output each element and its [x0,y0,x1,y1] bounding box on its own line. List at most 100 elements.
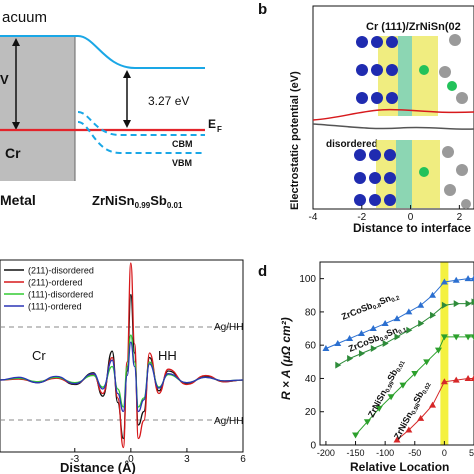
label-zrcosb08: ZrCoSb0.8Sn0.2 [340,290,401,324]
ref-label-top: Ag/HH [214,322,243,333]
panel-d-y-tick-label: 100 [299,274,316,285]
cbm-label: CBM [172,139,193,149]
data-point [334,340,342,347]
metal-name: Cr [5,145,21,161]
cbm-band [77,111,205,136]
legend-entry: (211)-ordered [28,278,82,288]
region-cr: Cr [32,348,46,363]
panel-b-title: Cr (111)/ZrNiSn(02 [366,21,461,33]
panel-b-x-tick-label: 2 [457,212,463,223]
panel-c-x-tick-label: 0 [128,454,134,465]
ref-label-bottom: Ag/HH [214,416,243,427]
data-point [399,382,407,389]
data-point [382,340,389,348]
series-line-2 [355,336,474,436]
panel-c: Ag/HH Ag/HH Cr HH (211)-disordered(211)-… [0,259,246,474]
panel-d-xlabel: Relative Location [350,460,449,474]
legend-entry: (111)-ordered [28,302,82,312]
panel-d-x-tick-label: -200 [317,448,335,458]
panel-d-x-tick-label: 0 [442,448,447,458]
arrow-head-icon [12,122,20,130]
structure-top [356,34,468,116]
arrow-head-icon [12,38,20,46]
data-point [406,326,413,334]
panel-c-legend: (211)-disordered (211)-ordered (111)-disor… [4,266,94,312]
panel-d-letter: d [258,263,267,280]
panel-c-x-tick-label: -3 [70,454,79,465]
data-point [452,334,460,341]
structure-bottom [354,140,471,209]
series-line-2 [0,334,244,408]
data-point [393,315,401,322]
data-point [417,414,425,421]
data-point [322,345,330,352]
data-point [393,436,401,443]
data-point [440,278,448,285]
data-point [394,333,401,341]
data-point [418,320,425,328]
vbm-label: VBM [172,158,192,168]
data-point [370,345,377,353]
data-point [465,300,472,308]
panel-d-x-tick-label: -100 [376,448,394,458]
data-point [381,320,389,327]
data-point [429,401,437,408]
panel-b-x-tick-label: 0 [408,212,414,223]
legend-entry: (211)-disordered [28,266,94,276]
data-point [440,378,448,385]
potential-ordered [312,108,474,121]
panel-d-y-tick-label: 40 [305,374,317,385]
data-point [405,308,413,315]
data-point [357,330,365,337]
panel-c-x-tick-label: 3 [184,454,190,465]
panel-d-x-tick-label: -150 [347,448,365,458]
panel-b-letter: b [258,1,267,18]
data-point [452,376,460,383]
data-point [417,301,425,308]
data-point [441,301,448,309]
panel-b-x-tick-label: -4 [309,212,318,223]
arrow-head-icon [123,120,131,128]
data-point [470,275,474,282]
data-point [464,374,472,381]
panel-d: d 0 20 40 60 80 100 -200 -150 -100 -50 0 50 Relati… [258,261,474,474]
panel-d-y-ticks: 0 20 40 60 80 100 [299,274,324,452]
panel-c-x-tick-label: 6 [240,454,246,465]
vbm-band [77,121,205,154]
fermi-subscript: F [217,125,222,134]
data-point [470,374,474,381]
data-point [434,347,442,354]
series-line-3 [0,341,244,413]
panel-c-x-ticks: -3 0 3 6 [70,448,246,465]
panel-d-x-tick-label: 50 [469,448,474,458]
panel-d-y-tick-label: 80 [305,307,317,318]
data-point [335,361,342,369]
panel-c-xlabel: Distance (Å) [60,460,136,474]
panel-b-ylabel: Electrostatic potential (eV) [289,71,301,210]
panel-b-xlabel: Distance to interface ( [353,221,474,235]
panel-b: b Cr (111)/ZrNiSn(02 disordered [258,1,474,235]
vacuum-label: acuum [2,9,47,26]
work-function-label: V [0,72,9,87]
data-point [375,405,383,412]
data-point [430,311,437,319]
panel-c-frame [0,259,244,453]
panel-d-ylabel: R × A (μΩ cm²) [279,317,293,400]
panel-d-x-ticks: -200 -150 -100 -50 0 50 [317,441,474,458]
data-point [352,432,360,439]
data-point [369,325,377,332]
data-point [429,291,437,298]
panel-c-series [0,262,244,449]
panel-d-y-tick-label: 20 [305,407,317,418]
annotation-disordered: disordered [326,139,378,150]
data-point [346,335,354,342]
label-zrnisn099: ZrNiSn0.99Sb0.01 [366,357,407,420]
vacuum-level [0,35,205,69]
data-point [464,275,472,282]
data-point [452,276,460,283]
legend-entry: (111)-disordered [28,290,93,300]
fermi-label: E [208,117,216,131]
panel-d-frame [319,261,474,446]
data-point [405,426,413,433]
